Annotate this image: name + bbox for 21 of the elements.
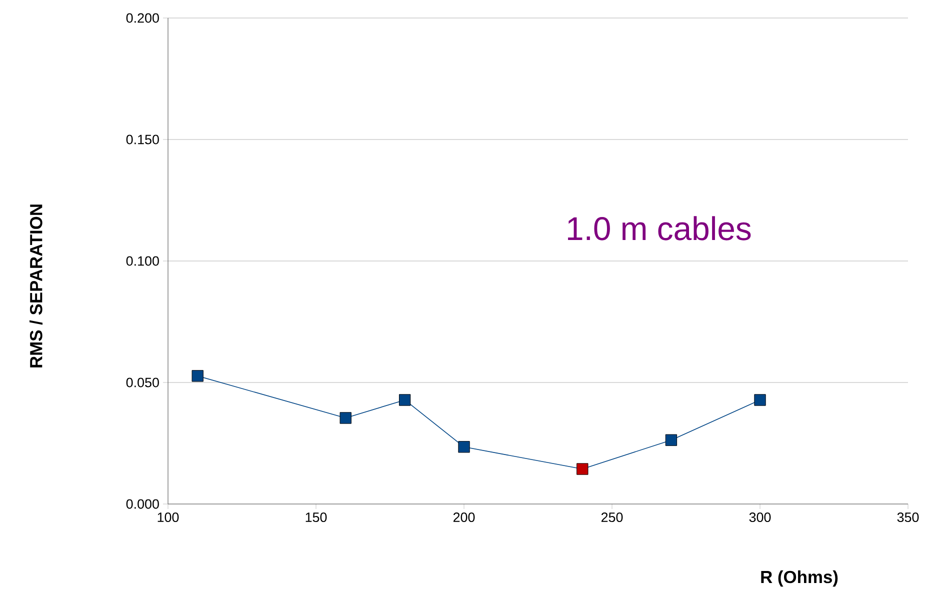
y-axis-title: RMS / SEPARATION (30, 204, 42, 368)
x-tick-label: 250 (601, 512, 623, 522)
point (754, 394, 766, 406)
x-tick-label: 150 (306, 512, 327, 522)
x-tick-label: 200 (453, 512, 475, 522)
y-tick-label: 0.050 (126, 378, 159, 388)
point (458, 441, 470, 453)
x-tick-label: 100 (158, 512, 179, 522)
point (576, 463, 588, 475)
y-tick-label: 0.150 (126, 134, 159, 144)
x-axis-title: R (Ohms) (761, 570, 838, 587)
point (665, 434, 678, 446)
y-tick-label: 0.000 (126, 499, 159, 509)
x-tick-label: 300 (749, 512, 771, 522)
point (192, 370, 204, 382)
y-tick-label: 0.200 (126, 13, 159, 23)
point (398, 394, 411, 406)
x-tick-label: 350 (897, 512, 919, 522)
annotation: 1.0 m cables (568, 216, 751, 240)
point (340, 412, 352, 424)
y-tick-label: 0.100 (126, 256, 159, 266)
